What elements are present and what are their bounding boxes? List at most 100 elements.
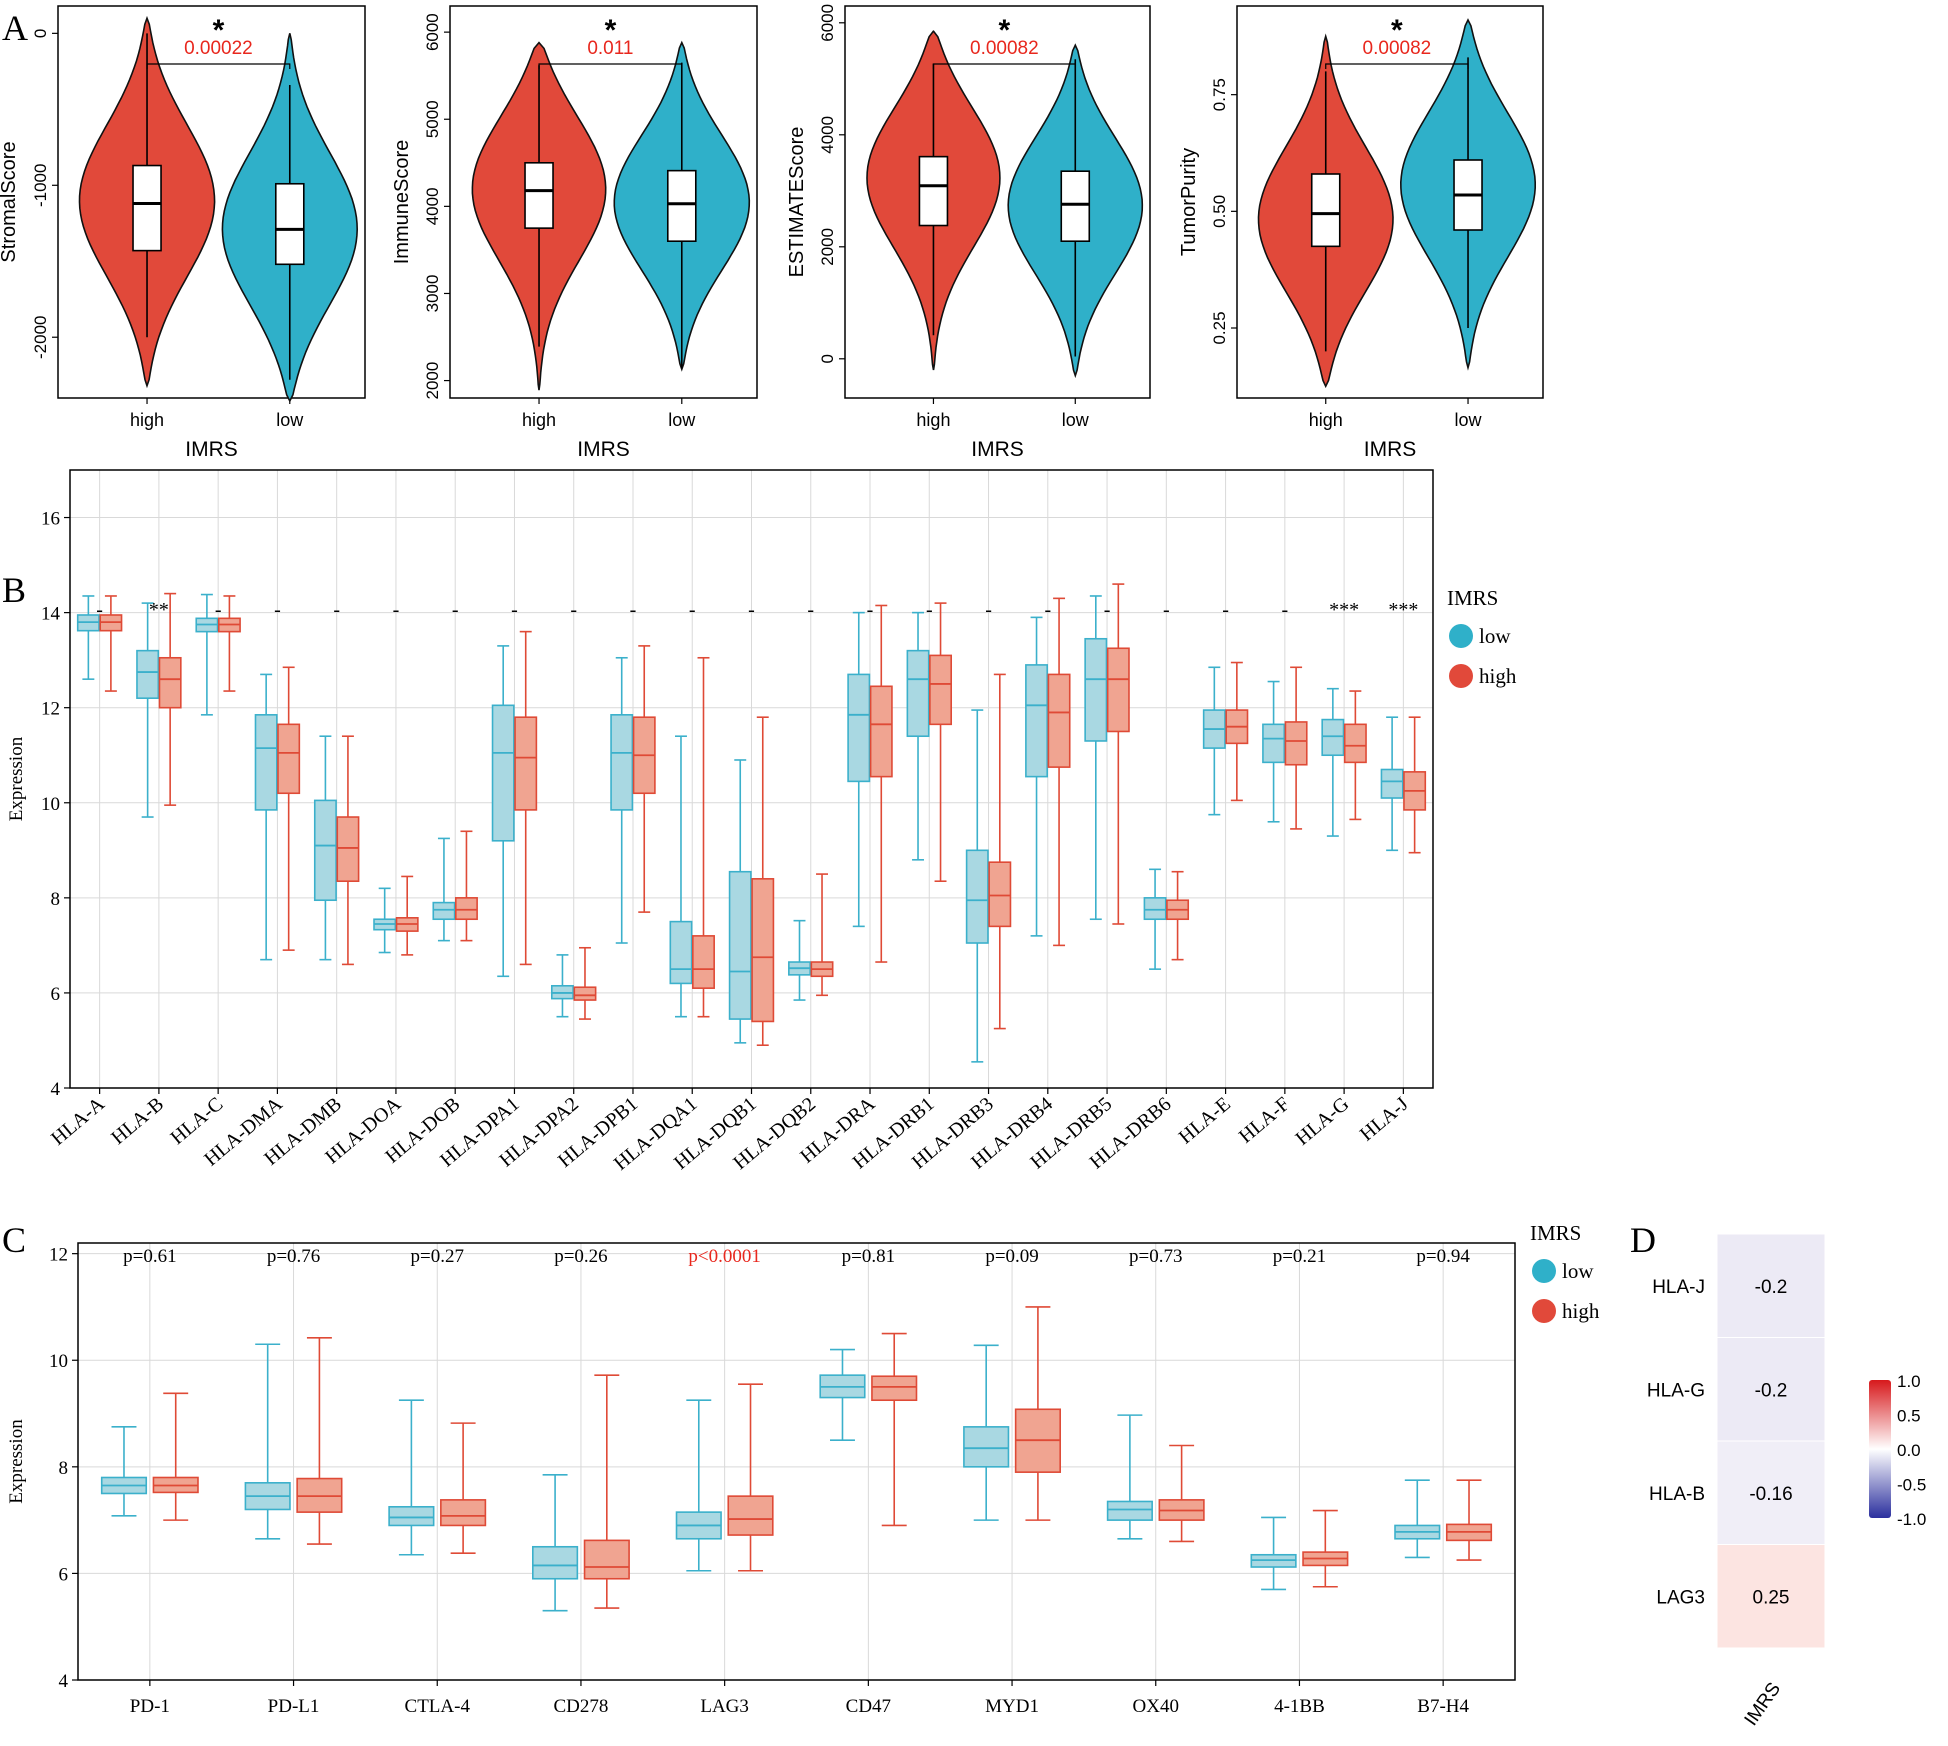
colorbar-tick-label: -0.5 <box>1897 1476 1926 1495</box>
y-axis-label: Expression <box>6 736 27 821</box>
box-high <box>158 656 182 709</box>
panel-d-correlation-heatmap: -0.2 HLA-J -0.2 HLA-G -0.16 HLA-B 0.25 LAG3 IMRS… <box>1647 1233 1926 1730</box>
p-value-label: 0.00082 <box>1363 38 1432 59</box>
p-value-label: p=0.27 <box>411 1246 464 1267</box>
significance-mark: - <box>985 599 992 621</box>
significance-bracket <box>538 63 683 69</box>
box-high <box>1343 723 1367 764</box>
y-tick-label: 8 <box>51 889 61 910</box>
legend-dot-high <box>1449 664 1473 688</box>
p-value-label: p=0.26 <box>554 1246 607 1267</box>
box-low <box>532 1545 579 1580</box>
heatmap-row-label: LAG3 <box>1656 1587 1705 1608</box>
y-tick-label: 8 <box>59 1458 69 1479</box>
heatmap-value: 0.25 <box>1753 1587 1790 1608</box>
heatmap-cell <box>1716 1233 1826 1338</box>
heatmap-row-label: HLA-G <box>1647 1380 1705 1401</box>
box-low <box>432 901 456 921</box>
heatmap-value: -0.16 <box>1749 1484 1792 1505</box>
x-tick-label: low <box>668 410 696 430</box>
box-low <box>1262 723 1286 764</box>
box-low <box>274 182 305 266</box>
y-tick-label: 0 <box>818 354 837 363</box>
box-low <box>666 169 697 242</box>
y-tick-label: 4000 <box>818 116 837 154</box>
p-value-label: p=0.21 <box>1273 1246 1326 1267</box>
x-tick-label: high <box>1309 410 1343 430</box>
x-axis-label: IMRS <box>1364 438 1417 461</box>
panel-label-c: C <box>2 1220 26 1260</box>
box-low <box>963 1426 1010 1468</box>
x-tick-label: low <box>276 410 304 430</box>
x-tick-label: LAG3 <box>700 1696 749 1717</box>
box-low <box>1084 637 1108 742</box>
box-high <box>440 1499 487 1527</box>
significance-mark: - <box>393 599 400 621</box>
significance-mark: - <box>333 599 340 621</box>
x-axis-label: IMRS <box>577 438 630 461</box>
significance-mark: - <box>689 599 696 621</box>
x-tick-label: PD-L1 <box>268 1696 320 1717</box>
p-value-label: p=0.61 <box>123 1246 176 1267</box>
y-axis-label: TumorPurity <box>1178 148 1200 256</box>
box-low <box>1025 664 1049 778</box>
significance-mark: ** <box>149 599 169 621</box>
box-high <box>1284 721 1308 766</box>
colorbar-tick-label: 0.5 <box>1897 1407 1921 1426</box>
legend-dot-high <box>1532 1299 1556 1323</box>
box-high <box>573 986 597 1001</box>
y-axis-label: ImmuneScore <box>391 140 413 265</box>
significance-stars: * <box>999 14 1011 47</box>
significance-mark: - <box>511 599 518 621</box>
panel-a2-immunescore-violin: 2000 3000 4000 5000 6000 ImmuneScore high low IM… <box>391 5 758 461</box>
significance-mark: *** <box>1329 599 1359 621</box>
box-high <box>871 1375 918 1402</box>
significance-stars: * <box>1391 14 1403 47</box>
box-low <box>254 714 278 811</box>
box-high <box>869 685 893 778</box>
y-tick-label: 2000 <box>423 362 442 400</box>
x-tick-label: CD278 <box>553 1696 608 1717</box>
panel-c-checkpoint-boxplot: 4 6 8 10 12 Expression PD-1 PD-L1 CTLA-4 CD278 LAG… <box>6 1221 1600 1717</box>
legend-label-low: low <box>1562 1259 1594 1283</box>
y-tick-label: 0.75 <box>1210 78 1229 111</box>
panel-label-b: B <box>2 570 26 610</box>
x-tick-label: HLA-J <box>1356 1093 1413 1146</box>
box-low <box>1143 897 1167 921</box>
x-tick-label: high <box>916 410 950 430</box>
heatmap-cell <box>1716 1337 1826 1442</box>
p-value-label: p=0.76 <box>267 1246 320 1267</box>
y-tick-label: 10 <box>49 1351 68 1372</box>
significance-mark: - <box>1163 599 1170 621</box>
legend-label-low: low <box>1479 624 1511 648</box>
box-high <box>918 155 949 227</box>
y-tick-label: 6 <box>51 984 61 1005</box>
p-value-label: 0.011 <box>587 38 633 59</box>
y-tick-label: 6000 <box>423 13 442 51</box>
significance-mark: - <box>1282 599 1289 621</box>
box-high <box>524 162 554 229</box>
box-high <box>988 861 1012 928</box>
x-tick-label: HLA-F <box>1235 1093 1294 1148</box>
significance-stars: * <box>605 14 617 47</box>
y-tick-label: 4000 <box>423 187 442 225</box>
box-high <box>929 654 953 726</box>
y-tick-label: 4 <box>59 1671 69 1692</box>
x-tick-label: CTLA-4 <box>405 1696 471 1717</box>
heatmap-cell <box>1716 1544 1826 1649</box>
box-high <box>583 1539 630 1580</box>
y-axis-label: ESTIMATEScore <box>786 127 808 278</box>
significance-mark: - <box>1104 599 1111 621</box>
box-high <box>514 716 538 811</box>
plot-frame <box>844 5 1151 399</box>
y-axis-label: Expression <box>6 1419 27 1504</box>
significance-mark: - <box>807 599 814 621</box>
significance-bracket <box>146 63 291 69</box>
box-high <box>751 878 775 1023</box>
y-tick-label: 0.50 <box>1210 195 1229 228</box>
x-tick-label: OX40 <box>1133 1696 1179 1717</box>
box-low <box>388 1505 435 1527</box>
box-low <box>313 799 337 902</box>
x-tick-label: high <box>522 410 556 430</box>
box-low <box>136 649 160 699</box>
